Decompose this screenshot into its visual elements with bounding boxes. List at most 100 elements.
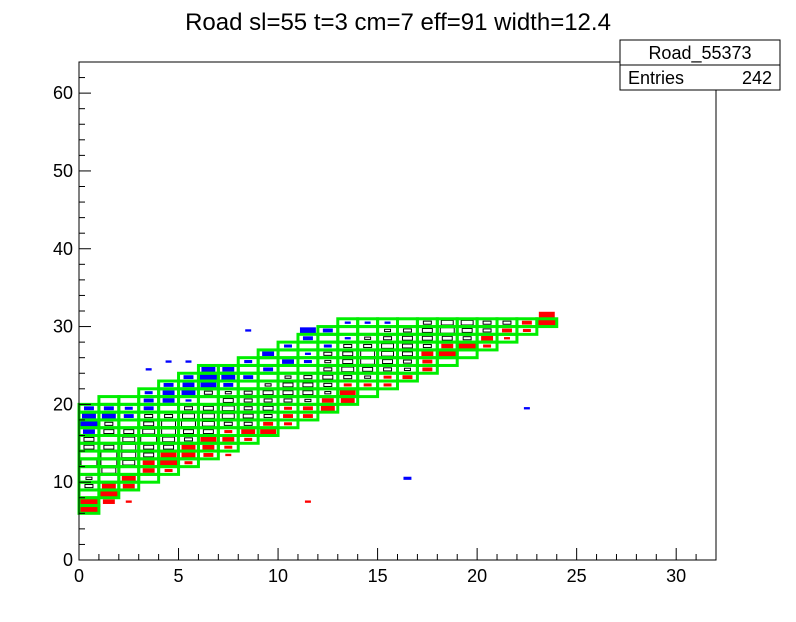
- cell-box-black: [142, 428, 156, 435]
- cell-box-blue: [299, 327, 316, 334]
- cell-box-black: [103, 429, 115, 435]
- cell-box-blue: [303, 360, 312, 364]
- cell-boxes: [79, 311, 556, 514]
- cell-box-black: [184, 437, 193, 442]
- cell-box-black: [243, 406, 253, 411]
- cell-box-black: [121, 451, 137, 459]
- cell-box-black: [222, 398, 234, 403]
- cell-box-black: [422, 320, 432, 325]
- cell-box-red: [458, 342, 477, 350]
- cell-box-blue: [103, 406, 114, 411]
- cell-box-black: [243, 398, 253, 403]
- cell-box-black: [162, 436, 176, 443]
- cell-box-black: [83, 436, 95, 442]
- cell-box-red: [343, 383, 352, 387]
- cell-box-blue: [82, 429, 95, 434]
- cell-box-black: [462, 336, 472, 341]
- y-tick-label: 10: [53, 472, 73, 492]
- cell-box-red: [284, 406, 292, 410]
- cell-box-black: [202, 405, 214, 411]
- cell-box-red: [202, 444, 215, 450]
- cell-box-black: [100, 459, 118, 467]
- cell-box-black: [302, 390, 314, 396]
- cell-box-blue: [262, 351, 275, 357]
- y-tick-label: 50: [53, 161, 73, 181]
- cell-box-black: [383, 367, 393, 372]
- x-tick-label: 25: [567, 566, 587, 586]
- cell-box-black: [440, 319, 454, 326]
- cell-box-red: [481, 335, 494, 341]
- cell-box-black: [302, 382, 314, 388]
- cell-box-blue: [200, 381, 217, 389]
- cell-box-black: [221, 413, 235, 419]
- cell-box-black: [282, 382, 294, 388]
- cell-box-black: [341, 366, 355, 373]
- cell-box-black: [422, 343, 432, 349]
- cell-box-black: [121, 443, 137, 451]
- cell-box-blue: [201, 366, 216, 373]
- cell-box-red: [241, 428, 256, 435]
- cell-box-black: [122, 459, 136, 466]
- cell-box-blue: [163, 382, 174, 387]
- cell-box-blue: [344, 337, 351, 340]
- cell-box-red: [521, 320, 532, 325]
- cell-box-red: [263, 421, 274, 426]
- cell-box-blue: [244, 360, 253, 364]
- cell-box-red: [438, 350, 457, 358]
- cell-box-black: [401, 343, 413, 349]
- cell-box-black: [401, 351, 413, 357]
- cell-box-black: [85, 476, 93, 480]
- cell-box-blue: [282, 359, 294, 364]
- cell-box-blue: [81, 413, 96, 419]
- cell-box-red: [504, 337, 510, 340]
- cell-box-blue: [384, 321, 391, 324]
- cell-box-red: [441, 343, 454, 349]
- cell-box-black: [182, 413, 195, 419]
- cell-box-red: [102, 499, 115, 504]
- cell-box-black: [342, 351, 354, 357]
- cell-box-black: [263, 413, 273, 419]
- cell-box-black: [101, 467, 117, 474]
- cell-box-black: [263, 398, 273, 403]
- cell-box-blue: [162, 398, 175, 403]
- cell-box-black: [421, 335, 433, 341]
- cell-box-red: [99, 490, 118, 498]
- x-axis: 0 5 10 15 20 25 30: [74, 548, 717, 586]
- cell-box-black: [242, 413, 254, 419]
- cell-box-black: [482, 320, 492, 325]
- cell-box-black: [282, 390, 294, 396]
- plot-frame: [78, 61, 717, 561]
- cell-box-red: [422, 359, 433, 364]
- cell-box-black: [362, 366, 374, 372]
- road-cell: [396, 317, 419, 329]
- cell-box-black: [143, 452, 155, 458]
- cell-box-black: [381, 343, 395, 349]
- cell-box-black: [402, 328, 412, 333]
- cell-box-red: [537, 319, 556, 327]
- cell-box-red: [302, 414, 313, 418]
- cell-box-blue: [185, 399, 192, 402]
- cell-box-red: [181, 444, 196, 450]
- cell-box-black: [384, 328, 392, 333]
- cell-box-blue: [165, 360, 172, 363]
- cell-box-black: [461, 328, 473, 333]
- cell-box-black: [381, 350, 395, 357]
- cell-box-blue: [302, 336, 313, 341]
- cell-box-blue: [124, 406, 133, 410]
- cell-box-black: [401, 335, 413, 341]
- cell-box-black: [100, 451, 118, 459]
- y-axis: 0 10 20 30 40 50 60: [53, 61, 91, 570]
- cell-box-red: [321, 398, 334, 403]
- cell-box-red: [122, 483, 135, 489]
- cell-box-red: [79, 497, 99, 506]
- y-tick-label: 30: [53, 317, 73, 337]
- cell-box-black: [161, 428, 177, 435]
- x-tick-label: 5: [174, 566, 184, 586]
- y-tick-label: 20: [53, 394, 73, 414]
- cell-box-black: [143, 444, 155, 450]
- cell-box-red: [244, 437, 253, 441]
- cell-box-black: [202, 429, 214, 435]
- cell-box-black: [264, 383, 272, 387]
- cell-box-red: [125, 500, 132, 503]
- x-tick-label: 30: [666, 566, 686, 586]
